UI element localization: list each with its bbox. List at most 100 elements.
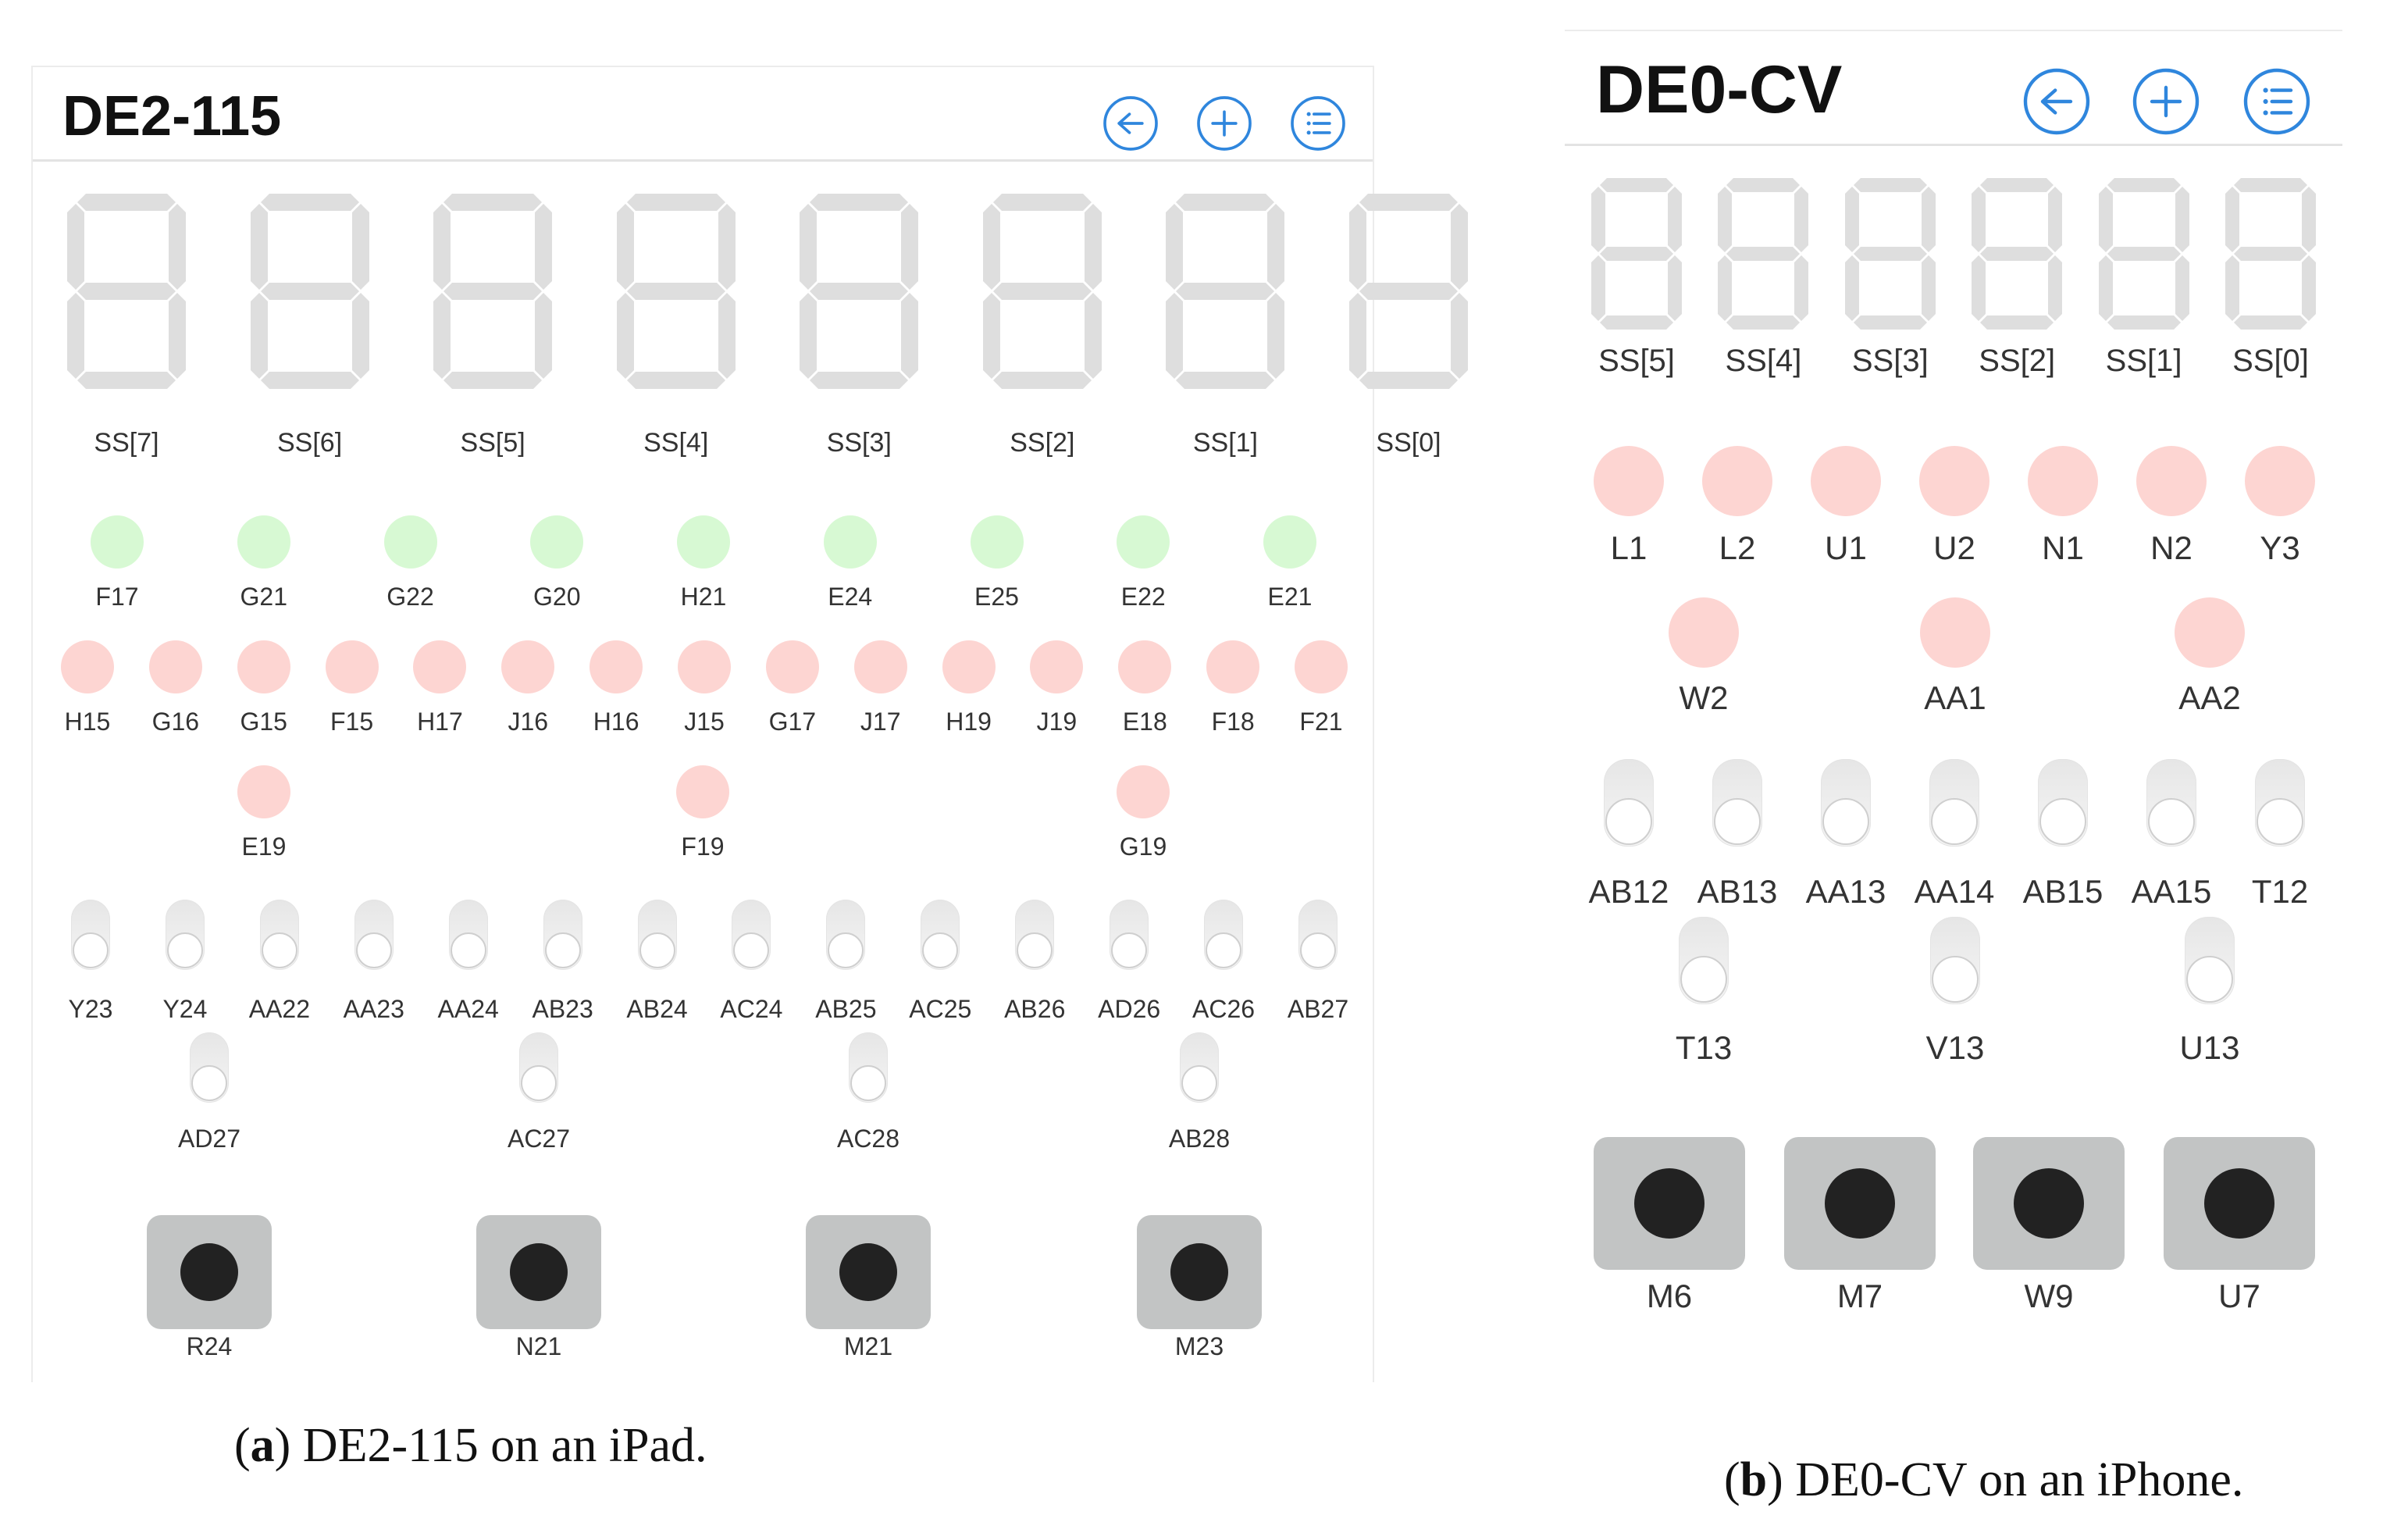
pin-label: F19 <box>681 832 725 861</box>
toggle-switch[interactable] <box>1180 1032 1219 1103</box>
seven-segment-display <box>67 194 186 389</box>
toggle-switch[interactable] <box>71 900 110 970</box>
toggle-switch[interactable] <box>849 1032 888 1103</box>
toggle-switch[interactable] <box>165 900 205 970</box>
caption-b-prefix: ( <box>1724 1453 1740 1506</box>
pin-label: E19 <box>241 832 287 861</box>
green-led <box>91 515 144 569</box>
pin-label: U7 <box>2218 1278 2260 1314</box>
switch-knob <box>521 1065 557 1101</box>
pin-label: SS[5] <box>1598 344 1675 378</box>
red-led <box>1594 446 1664 516</box>
switch-knob <box>544 932 581 968</box>
pin-label: AC26 <box>1192 995 1256 1023</box>
toggle-switch[interactable] <box>2255 759 2305 847</box>
switch-knob <box>2039 798 2086 845</box>
red-led <box>1206 640 1260 693</box>
seven-segment-display <box>982 194 1102 389</box>
toggle-switch[interactable] <box>1204 900 1244 970</box>
toggle-switch[interactable] <box>921 900 960 970</box>
toggle-switch[interactable] <box>448 900 488 970</box>
pin-label: AD26 <box>1098 995 1161 1023</box>
caption-a-prefix: ( <box>234 1419 251 1472</box>
seven-segment-display <box>1718 178 1809 330</box>
switch-knob <box>73 932 109 968</box>
toggle-switch[interactable] <box>2038 759 2088 847</box>
list-icon[interactable] <box>1290 95 1346 152</box>
switch-knob <box>2257 798 2303 845</box>
push-button[interactable] <box>147 1215 272 1329</box>
toggle-switch[interactable] <box>637 900 677 970</box>
pin-label: F17 <box>95 583 139 611</box>
back-icon[interactable] <box>2023 68 2090 135</box>
switch-knob <box>922 932 959 968</box>
push-button[interactable] <box>476 1215 601 1329</box>
push-button-dot <box>2014 1168 2084 1239</box>
pin-label: N1 <box>2042 529 2084 566</box>
pin-label: T13 <box>1675 1029 1733 1066</box>
pin-label: J17 <box>860 708 901 736</box>
pin-label: M21 <box>843 1332 893 1360</box>
toggle-switch[interactable] <box>190 1032 229 1103</box>
caption-a-letter: a <box>250 1419 275 1472</box>
caption-a-text: ) DE2-115 on an iPad. <box>274 1419 707 1472</box>
toggle-switch[interactable] <box>732 900 771 970</box>
switch-knob <box>2148 798 2195 845</box>
red-led <box>765 640 819 693</box>
pin-label: AB26 <box>1004 995 1066 1023</box>
pin-label: AC24 <box>720 995 783 1023</box>
pin-label: N21 <box>515 1332 562 1360</box>
pin-label: G17 <box>768 708 817 736</box>
toggle-switch[interactable] <box>2146 759 2196 847</box>
push-button[interactable] <box>2164 1137 2315 1270</box>
seven-segment-display <box>1349 194 1468 389</box>
list-icon[interactable] <box>2243 68 2310 135</box>
seven-segment-display <box>250 194 369 389</box>
pin-label: J15 <box>684 708 725 736</box>
seven-segment-display <box>1844 178 1936 330</box>
pin-label: V13 <box>1925 1029 1985 1066</box>
push-button[interactable] <box>806 1215 931 1329</box>
push-button[interactable] <box>1973 1137 2125 1270</box>
seven-segment-display <box>1166 194 1285 389</box>
seven-segment-display <box>1972 178 2063 330</box>
red-led <box>1118 640 1172 693</box>
pin-label: L1 <box>1610 529 1647 566</box>
switch-knob <box>1680 956 1727 1003</box>
toggle-switch[interactable] <box>826 900 866 970</box>
toggle-switch[interactable] <box>1712 759 1762 847</box>
toggle-switch[interactable] <box>354 900 394 970</box>
add-icon[interactable] <box>1196 95 1252 152</box>
red-led <box>61 640 114 693</box>
toggle-switch[interactable] <box>2185 917 2235 1004</box>
toggle-switch[interactable] <box>1298 900 1338 970</box>
push-button[interactable] <box>1784 1137 1936 1270</box>
switch-knob <box>2186 956 2233 1003</box>
switch-knob <box>191 1065 227 1101</box>
pin-label: AA15 <box>2131 873 2212 910</box>
red-led <box>590 640 643 693</box>
toggle-switch[interactable] <box>1929 759 1979 847</box>
toggle-switch[interactable] <box>1821 759 1871 847</box>
switch-knob <box>1931 798 1978 845</box>
pin-label: J19 <box>1036 708 1078 736</box>
push-button[interactable] <box>1594 1137 1745 1270</box>
push-button-dot <box>180 1243 238 1301</box>
toggle-switch[interactable] <box>519 1032 558 1103</box>
pin-label: G20 <box>533 583 581 611</box>
switch-knob <box>1181 1065 1217 1101</box>
toggle-switch[interactable] <box>1604 759 1654 847</box>
toggle-switch[interactable] <box>543 900 582 970</box>
back-icon[interactable] <box>1102 95 1159 152</box>
pin-label: AB13 <box>1697 873 1778 910</box>
pin-label: AA22 <box>248 995 310 1023</box>
toggle-switch[interactable] <box>259 900 299 970</box>
de2-115-board-panel: DE2-115 SS[7] SS[6] SS[5] SS[4] SS[3] SS[2] SS… <box>31 66 1468 1382</box>
switch-knob <box>733 932 770 968</box>
push-button[interactable] <box>1137 1215 1262 1329</box>
toggle-switch[interactable] <box>1110 900 1149 970</box>
toggle-switch[interactable] <box>1015 900 1055 970</box>
toggle-switch[interactable] <box>1679 917 1729 1004</box>
add-icon[interactable] <box>2132 68 2200 135</box>
toggle-switch[interactable] <box>1930 917 1980 1004</box>
